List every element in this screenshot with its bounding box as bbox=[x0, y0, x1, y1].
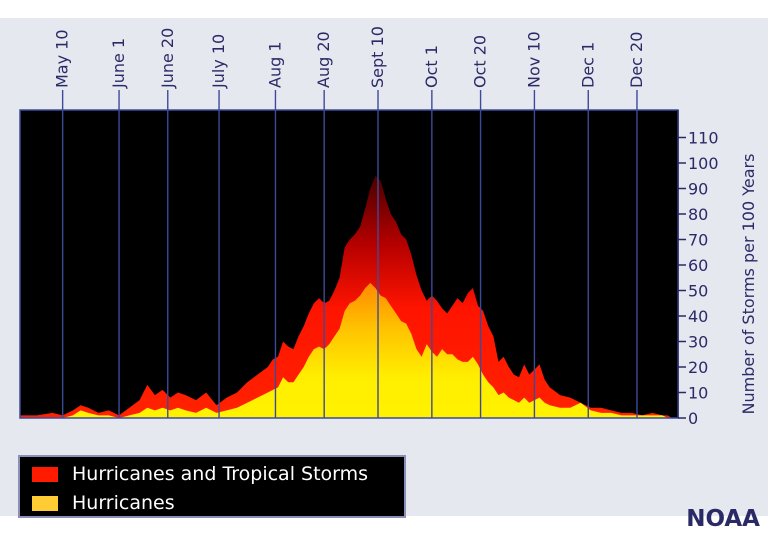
date-tick-label: Oct 1 bbox=[422, 45, 441, 88]
date-tick-label: June 20 bbox=[158, 28, 177, 89]
y-tick-label: 100 bbox=[688, 154, 719, 173]
legend-swatch-red bbox=[32, 466, 58, 482]
date-tick-label: June 1 bbox=[109, 38, 128, 89]
y-tick-label: 50 bbox=[688, 282, 708, 301]
date-tick-label: Aug 1 bbox=[265, 41, 284, 88]
date-tick-label: July 10 bbox=[209, 34, 228, 89]
y-tick-label: 110 bbox=[688, 129, 719, 148]
date-tick-label: Oct 20 bbox=[471, 35, 490, 88]
y-tick-label: 60 bbox=[688, 256, 708, 275]
date-tick-label: May 10 bbox=[53, 29, 72, 88]
chart-legend: Hurricanes and Tropical Storms Hurricane… bbox=[18, 455, 406, 518]
date-tick-label: Aug 20 bbox=[314, 31, 333, 88]
y-axis-title: Number of Storms per 100 Years bbox=[739, 154, 758, 415]
date-tick-label: Dec 20 bbox=[627, 32, 646, 88]
legend-item-hurricanes: Hurricanes bbox=[32, 491, 175, 515]
date-tick-label: Sept 10 bbox=[368, 26, 387, 88]
legend-label-hurricanes: Hurricanes bbox=[72, 492, 175, 514]
legend-label-all-storms: Hurricanes and Tropical Storms bbox=[72, 463, 369, 485]
y-tick-label: 90 bbox=[688, 180, 708, 199]
noaa-credit: NOAA bbox=[686, 506, 760, 532]
date-tick-label: Dec 1 bbox=[578, 42, 597, 88]
y-tick-label: 20 bbox=[688, 358, 708, 377]
legend-item-all-storms: Hurricanes and Tropical Storms bbox=[32, 462, 368, 486]
date-tick-label: Nov 10 bbox=[524, 31, 543, 88]
legend-swatch-yellow bbox=[32, 495, 58, 511]
y-tick-label: 40 bbox=[688, 307, 708, 326]
series-area-all-storms bbox=[20, 175, 672, 418]
hurricane-season-chart: May 10 June 1 June 20 July 10 Aug 1 Aug 20 Sep… bbox=[19, 26, 758, 428]
series-area-hurricanes bbox=[20, 282, 672, 418]
y-tick-label: 30 bbox=[688, 333, 708, 352]
chart-container: May 10 June 1 June 20 July 10 Aug 1 Aug 20 Sep… bbox=[0, 18, 768, 532]
y-tick-label: 70 bbox=[688, 231, 708, 250]
y-tick-label: 10 bbox=[688, 384, 708, 403]
y-tick-label: 80 bbox=[688, 205, 708, 224]
y-tick-label: 0 bbox=[688, 409, 698, 428]
